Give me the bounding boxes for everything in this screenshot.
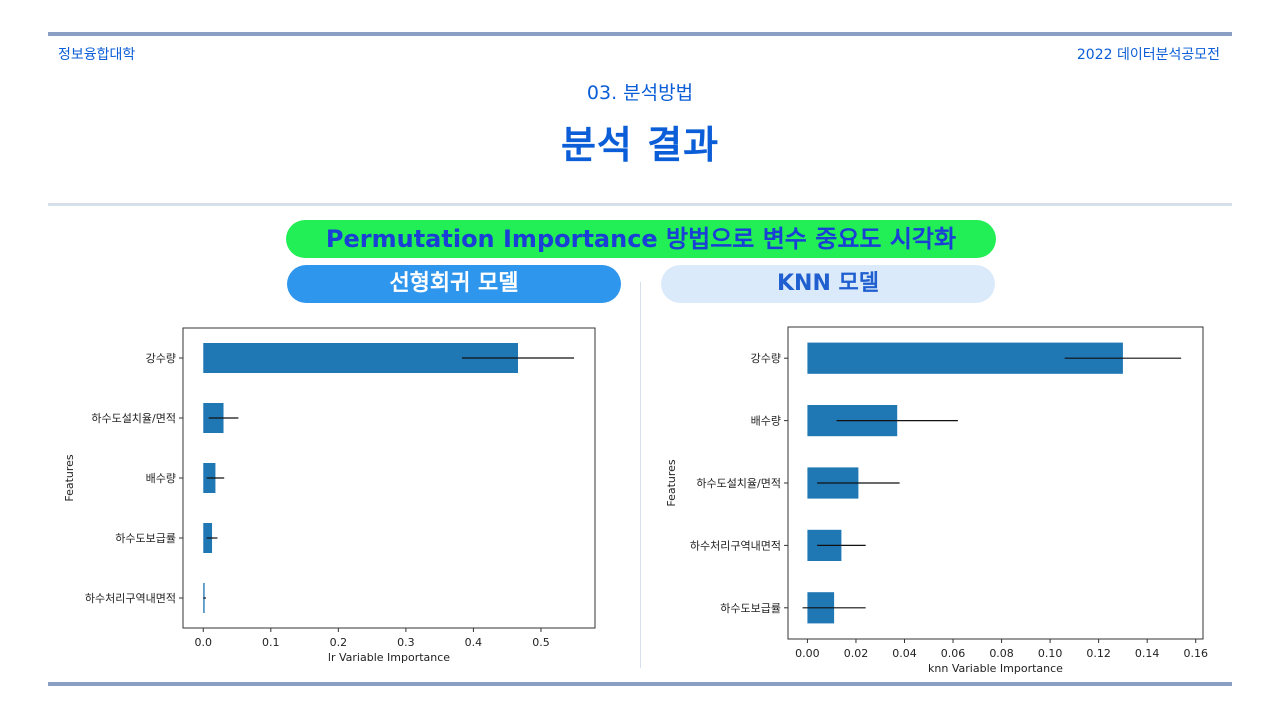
- x-tick-label: 0.14: [1135, 647, 1160, 660]
- page-title: 분석 결과: [560, 123, 720, 167]
- x-tick-label: 0.04: [892, 647, 917, 660]
- school-name: 정보융합대학: [58, 47, 136, 63]
- x-tick-label: 0.12: [1086, 647, 1111, 660]
- x-tick-label: 0.2: [330, 636, 348, 649]
- knn-model-label: KNN 모델: [661, 265, 995, 303]
- y-axis-label: Features: [63, 454, 76, 502]
- contest-name: 2022 데이터분석공모전: [1076, 47, 1220, 63]
- x-tick-label: 0.02: [844, 647, 869, 660]
- x-tick-label: 0.0: [195, 636, 213, 649]
- y-tick-label: 하수처리구역내면적: [690, 538, 781, 552]
- x-axis-label: knn Variable Importance: [928, 662, 1063, 675]
- y-tick-label: 하수도설치율/면적: [91, 411, 176, 425]
- header-divider: [48, 203, 1232, 206]
- x-tick-label: 0.16: [1183, 647, 1208, 660]
- x-tick-label: 0.00: [795, 647, 820, 660]
- y-axis-label: Features: [665, 459, 678, 507]
- y-tick-label: 강수량: [146, 352, 176, 365]
- x-axis-label: lr Variable Importance: [328, 651, 450, 664]
- x-tick-label: 0.4: [465, 636, 483, 649]
- y-tick-label: 배수량: [751, 415, 781, 428]
- lr-model-label: 선형회귀 모델: [287, 265, 621, 303]
- x-tick-label: 0.08: [989, 647, 1014, 660]
- top-rule: [48, 32, 1232, 36]
- y-tick-label: 강수량: [751, 352, 781, 365]
- method-banner: Permutation Importance 방법으로 변수 중요도 시각화: [286, 220, 996, 258]
- x-tick-label: 0.10: [1038, 647, 1063, 660]
- x-tick-label: 0.3: [397, 636, 415, 649]
- y-tick-label: 하수도설치율/면적: [696, 476, 781, 490]
- bottom-rule: [48, 682, 1232, 686]
- y-tick-label: 배수량: [146, 472, 176, 485]
- section-subtitle: 03. 분석방법: [586, 82, 694, 104]
- y-tick-label: 하수처리구역내면적: [85, 591, 176, 605]
- x-tick-label: 0.5: [532, 636, 550, 649]
- x-tick-label: 0.1: [262, 636, 280, 649]
- chart-separator: [640, 282, 641, 668]
- y-tick-label: 하수도보급률: [720, 601, 781, 615]
- y-tick-label: 하수도보급률: [115, 531, 176, 545]
- x-tick-label: 0.06: [941, 647, 966, 660]
